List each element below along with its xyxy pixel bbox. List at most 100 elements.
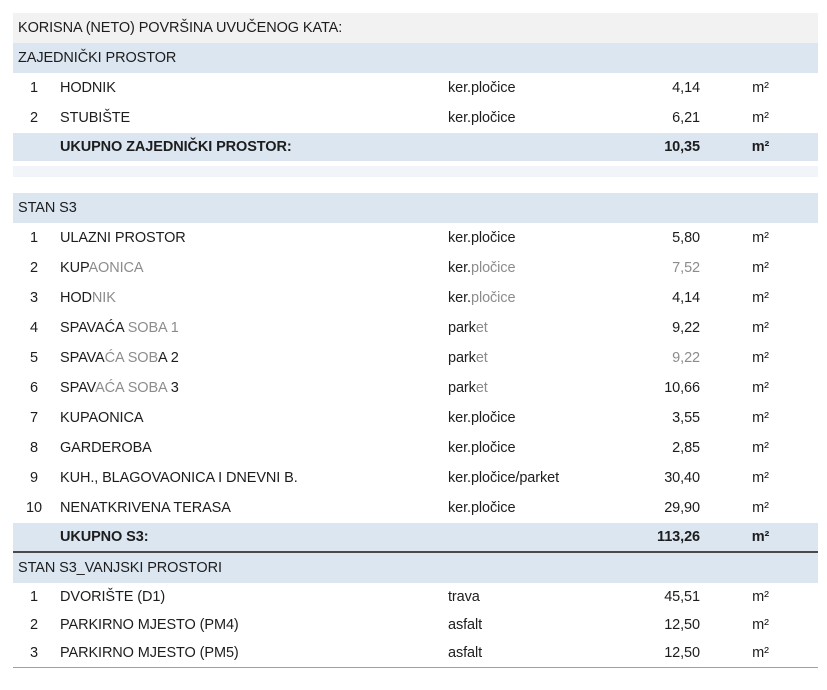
material: ker.pločice <box>423 500 613 516</box>
room-name: DVORIŠTE (D1) <box>55 589 423 605</box>
room-name: HODNIK <box>55 80 423 96</box>
text-fragment: ker.pločice <box>448 230 516 246</box>
area-value: 5,80 <box>672 230 700 246</box>
table-row: 8 GARDEROBA ker.pločice 2,85 m² <box>13 433 818 463</box>
text-fragment: A 2 <box>158 350 179 366</box>
text-fragment-muted: AONICA <box>88 260 144 276</box>
table-row: 6 SPAVAĆA SOBA 3 parket 10,66 m² <box>13 373 818 403</box>
unit-label: m² <box>752 470 769 486</box>
text-fragment: NENATKRIVENA TERASA <box>60 500 231 516</box>
unit-label: m² <box>752 589 769 605</box>
material: ker.pločice <box>423 80 613 96</box>
table-row: 10 NENATKRIVENA TERASA ker.pločice 29,90 m² <box>13 493 818 523</box>
area-value: 3,55 <box>672 410 700 426</box>
row-number: 3 <box>30 290 38 306</box>
text-fragment: park <box>448 320 476 336</box>
text-fragment: SPAVA <box>60 350 105 366</box>
unit-label: m² <box>752 290 769 306</box>
material: ker.pločice <box>423 290 613 306</box>
text-fragment: DVORIŠTE (D1) <box>60 589 166 605</box>
room-name: HODNIK <box>55 290 423 306</box>
section-gap <box>13 161 818 193</box>
total-row: UKUPNO S3: 113,26 m² <box>13 523 818 551</box>
unit-label: m² <box>752 230 769 246</box>
room-name: SPAVAĆA SOBA 2 <box>55 350 423 366</box>
text-fragment: ker.pločice <box>448 80 516 96</box>
material: ker.pločice <box>423 440 613 456</box>
row-number: 8 <box>30 440 38 456</box>
table-row: 1 HODNIK ker.pločice 4,14 m² <box>13 73 818 103</box>
table-row: 1 ULAZNI PROSTOR ker.pločice 5,80 m² <box>13 223 818 253</box>
table-bottom-border <box>13 667 818 668</box>
text-fragment: park <box>448 380 476 396</box>
total-unit-label: m² <box>751 529 770 545</box>
material: asfalt <box>423 645 613 661</box>
material: ker.pločice <box>423 110 613 126</box>
material: ker.pločice/parket <box>423 470 613 486</box>
text-fragment-muted: ĆA SOB <box>104 350 159 366</box>
unit-label: m² <box>752 350 769 366</box>
row-number: 1 <box>30 589 38 605</box>
unit-label: m² <box>752 80 769 96</box>
material: ker.pločice <box>423 230 613 246</box>
unit-label: m² <box>752 320 769 336</box>
text-fragment-muted: NIK <box>91 290 116 306</box>
total-value: 10,35 <box>664 139 700 155</box>
area-value: 9,22 <box>672 320 700 336</box>
table-row: 7 KUPAONICA ker.pločice 3,55 m² <box>13 403 818 433</box>
material: parket <box>423 350 613 366</box>
row-number: 3 <box>30 645 38 661</box>
text-fragment: PARKIRNO MJESTO (PM5) <box>60 645 239 661</box>
text-fragment: GARDEROBA <box>60 440 152 456</box>
row-number: 1 <box>30 80 38 96</box>
text-fragment-muted: pločice <box>470 260 516 276</box>
text-fragment-muted: et <box>475 350 488 366</box>
unit-label: m² <box>752 410 769 426</box>
area-value: 2,85 <box>672 440 700 456</box>
unit-label: m² <box>752 617 769 633</box>
area-value: 29,90 <box>664 500 700 516</box>
area-value: 7,52 <box>672 260 700 276</box>
area-value: 4,14 <box>672 290 700 306</box>
area-table: KORISNA (NETO) POVRŠINA UVUČENOG KATA: ZA… <box>13 13 818 668</box>
total-value: 113,26 <box>657 529 700 545</box>
unit-label: m² <box>752 645 769 661</box>
table-title-row: KORISNA (NETO) POVRŠINA UVUČENOG KATA: <box>13 13 818 43</box>
text-fragment: ker.pločice <box>448 110 516 126</box>
table-row: 2 KUPAONICA ker.pločice 7,52 m² <box>13 253 818 283</box>
unit-label: m² <box>752 440 769 456</box>
text-fragment-muted: SOBA 1 <box>127 320 179 336</box>
section-header-row: STAN S3_VANJSKI PROSTORI <box>13 553 818 583</box>
room-name: SPAVAĆA SOBA 3 <box>55 380 423 396</box>
text-fragment: HOD <box>60 290 92 306</box>
room-name: KUPAONICA <box>55 260 423 276</box>
table-row: 2 PARKIRNO MJESTO (PM4) asfalt 12,50 m² <box>13 611 818 639</box>
area-value: 9,22 <box>672 350 700 366</box>
row-number: 2 <box>30 110 38 126</box>
material: trava <box>423 589 613 605</box>
text-fragment: SPAV <box>60 380 96 396</box>
unit-label: m² <box>752 380 769 396</box>
table-title-row-label: KORISNA (NETO) POVRŠINA UVUČENOG KATA: <box>18 20 343 36</box>
text-fragment-muted: et <box>475 320 488 336</box>
text-fragment: KUH., BLAGOVAONICA I DNEVNI B. <box>60 470 298 486</box>
unit-label: m² <box>752 500 769 516</box>
room-name: GARDEROBA <box>55 440 423 456</box>
text-fragment: asfalt <box>448 645 483 661</box>
area-value: 12,50 <box>664 617 700 633</box>
section-header-row-label: ZAJEDNIČKI PROSTOR <box>18 50 177 66</box>
area-value: 4,14 <box>672 80 700 96</box>
total-row: UKUPNO ZAJEDNIČKI PROSTOR: 10,35 m² <box>13 133 818 161</box>
room-name: STUBIŠTE <box>55 110 423 126</box>
room-name: KUPAONICA <box>55 410 423 426</box>
row-number: 5 <box>30 350 38 366</box>
text-fragment: trava <box>448 589 480 605</box>
text-fragment: SPAVAĆA <box>60 320 128 336</box>
row-number: 6 <box>30 380 38 396</box>
room-name: NENATKRIVENA TERASA <box>55 500 423 516</box>
row-number: 1 <box>30 230 38 246</box>
area-value: 30,40 <box>664 470 700 486</box>
table-row: 5 SPAVAĆA SOBA 2 parket 9,22 m² <box>13 343 818 373</box>
row-number: 10 <box>26 500 42 516</box>
material: ker.pločice <box>423 260 613 276</box>
